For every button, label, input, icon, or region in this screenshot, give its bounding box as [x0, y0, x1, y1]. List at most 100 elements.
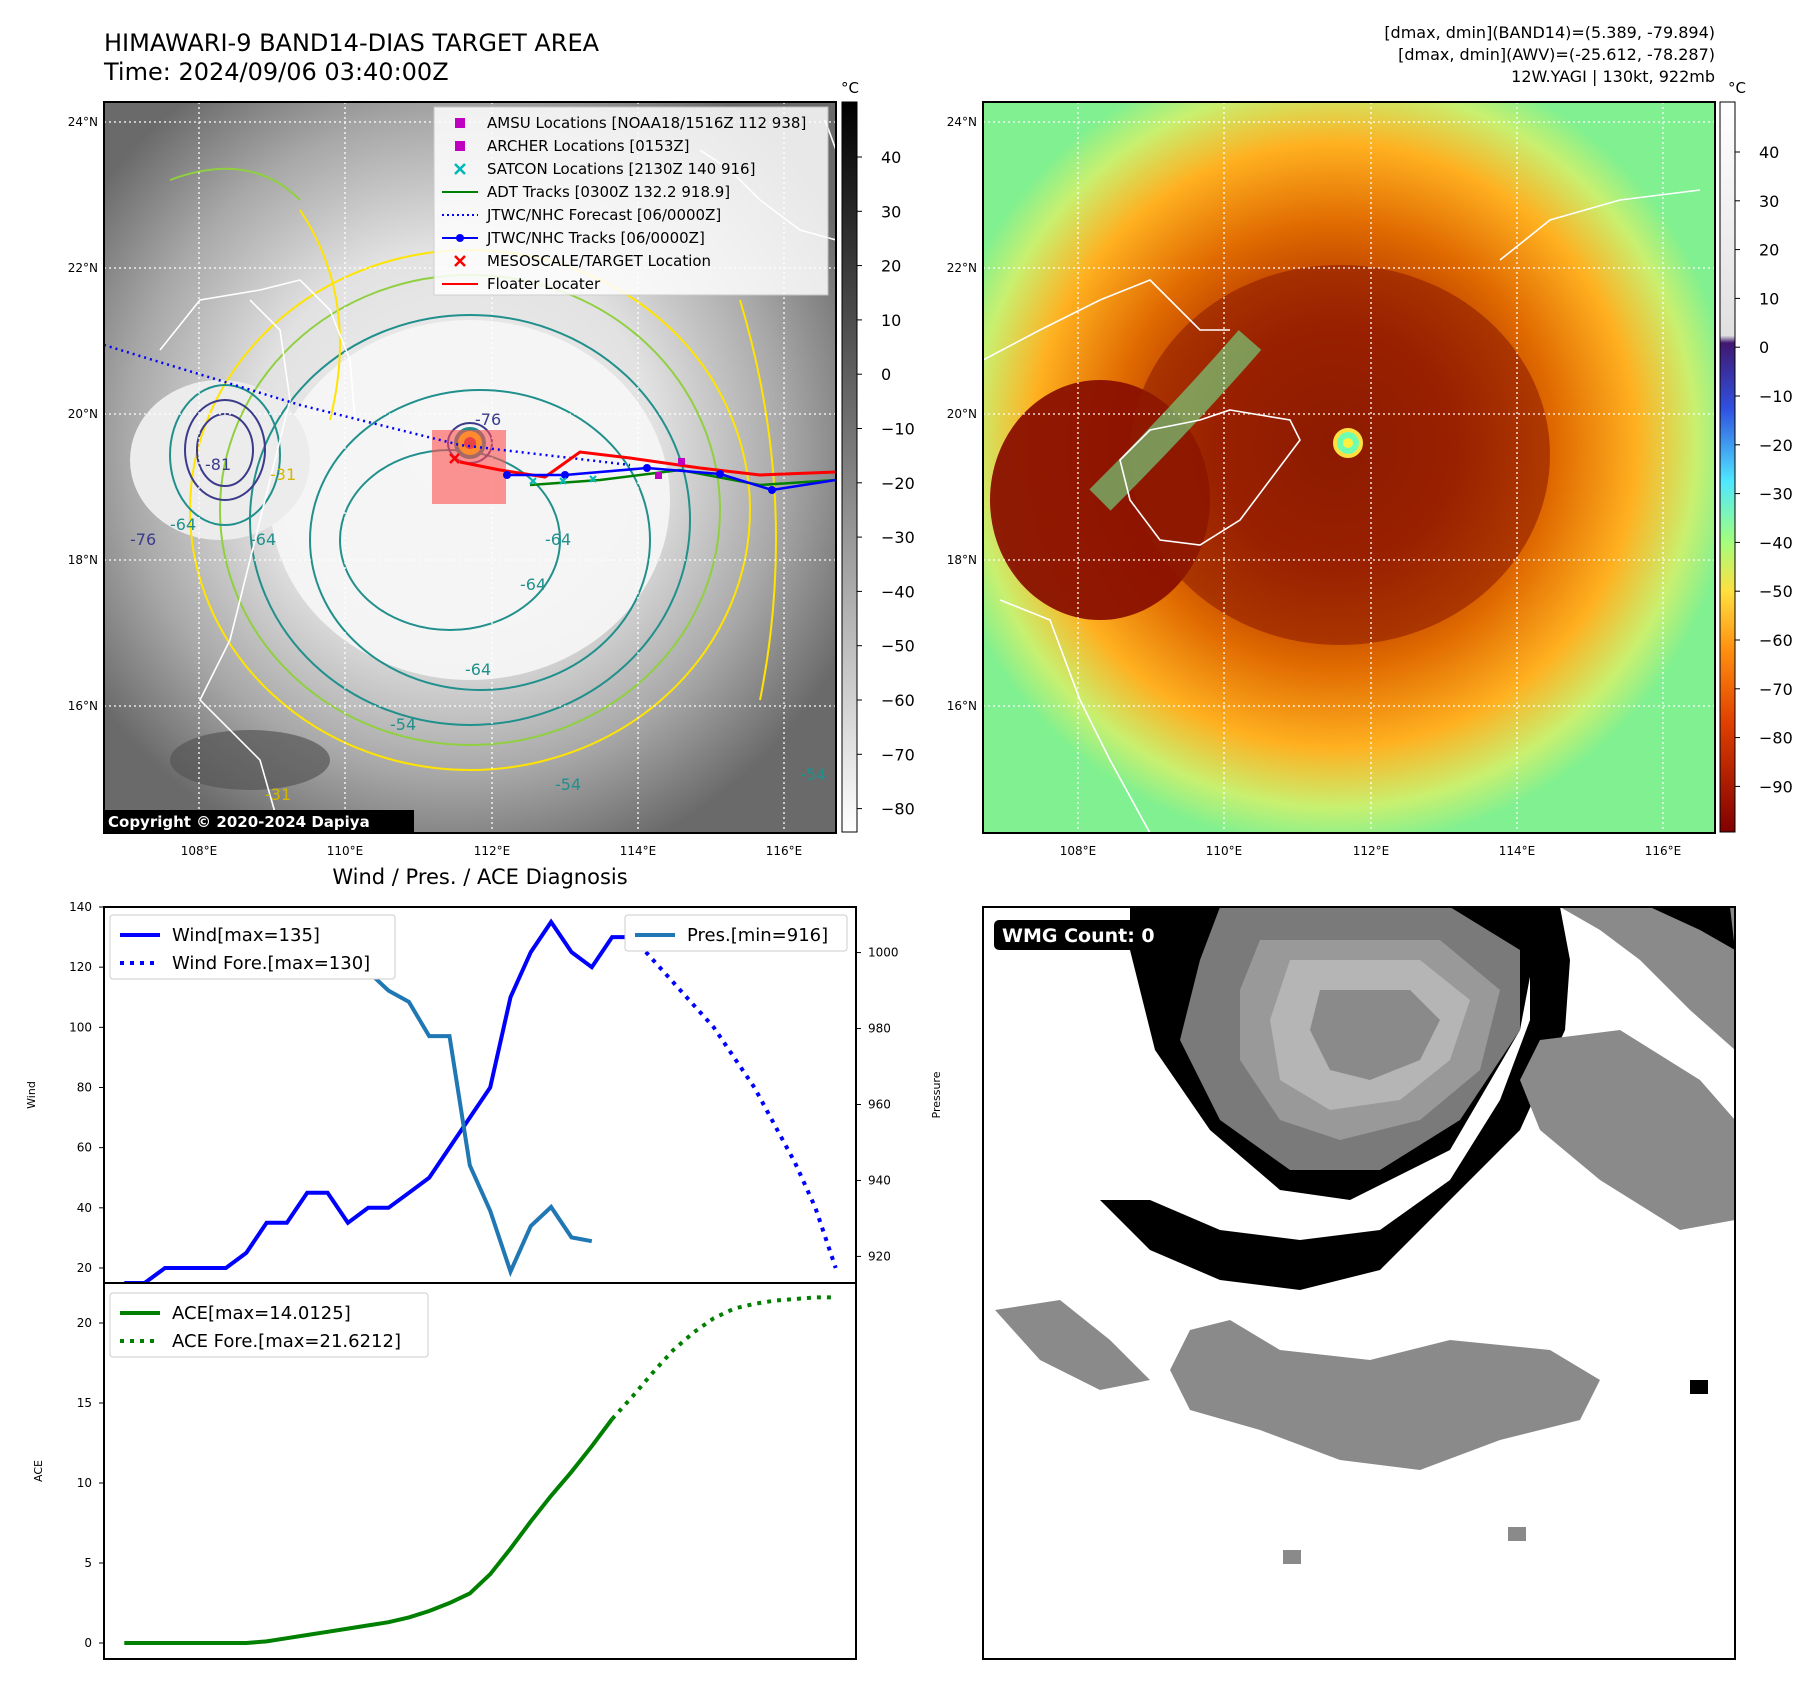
- y-tick-label: 40: [77, 1201, 92, 1215]
- ace-axis-label: ACE: [32, 1460, 45, 1482]
- colorbar-tick-label: 30: [1759, 192, 1779, 211]
- colorbar-tick-label: 40: [1759, 143, 1779, 162]
- copyright-notice: Copyright © 2020-2024 Dapiya: [108, 813, 370, 831]
- y-right-tick-label: 960: [868, 1097, 891, 1111]
- y-tick-label: 0: [84, 1636, 92, 1650]
- satcon-markers: [529, 475, 597, 485]
- y-right-tick-label: 940: [868, 1173, 891, 1187]
- chart-legend-label: Wind Fore.[max=130]: [172, 953, 370, 974]
- jtwc-track: [503, 464, 836, 494]
- chart-legend: ACE[max=14.0125] ACE Fore.[max=21.6212]: [109, 1292, 429, 1358]
- colorbar-tick-label: −70: [881, 745, 915, 764]
- colorbar-tick-label: 0: [881, 365, 891, 384]
- series-line: [124, 918, 633, 1285]
- y-tick-label: 80: [77, 1080, 92, 1094]
- lat-tick: 24°N: [947, 115, 977, 129]
- amsu-markers: [655, 458, 685, 479]
- right-colorbar: °C 40 30 20 10 0 −10 −20 −30 −40 −50 −60 −70 −80 −90: [1719, 79, 1793, 833]
- lat-tick: 22°N: [947, 261, 977, 275]
- right-map-gridlines: [983, 102, 1715, 833]
- lat-tick: 22°N: [68, 261, 98, 275]
- colorbar-tick-label: −50: [881, 637, 915, 656]
- y-tick-label: 5: [84, 1556, 92, 1570]
- legend-marker-x: [454, 255, 466, 267]
- contour-label: -64: [250, 530, 276, 549]
- legend-label: JTWC/NHC Tracks [06/0000Z]: [486, 229, 705, 247]
- contour-label: -64: [545, 530, 571, 549]
- colorbar-tick-label: −40: [1759, 533, 1793, 552]
- colorbar-tick-label: −80: [1759, 729, 1793, 748]
- legend-entry: SATCON Locations [2130Z 140 916]: [454, 160, 755, 178]
- chart-legend-frame: [109, 914, 396, 980]
- lat-tick: 20°N: [68, 407, 98, 421]
- lon-tick: 112°E: [1353, 844, 1390, 858]
- colorbar-tick-label: −80: [881, 800, 915, 819]
- y-tick-label: 20: [77, 1261, 92, 1275]
- left-map-lat-ticks: 24°N 22°N 20°N 18°N 16°N: [68, 115, 98, 713]
- dmax-band14: [dmax, dmin](BAND14)=(5.389, -79.894): [1384, 23, 1715, 42]
- lat-tick: 16°N: [947, 699, 977, 713]
- colorbar-tick-label: −20: [1759, 436, 1793, 455]
- chart-legend: Pres.[min=916]: [624, 914, 848, 952]
- contour-label: -64: [170, 515, 196, 534]
- lon-tick: 110°E: [327, 844, 364, 858]
- lon-tick: 108°E: [181, 844, 218, 858]
- lat-tick: 16°N: [68, 699, 98, 713]
- lat-tick: 24°N: [68, 115, 98, 129]
- chart-legend: Wind[max=135] Wind Fore.[max=130]: [109, 914, 396, 980]
- contour-label-group: -76 -64 -64 -64 -64 -54 -54 -54 -31 -31 …: [130, 410, 826, 804]
- y-tick-label: 100: [69, 1020, 92, 1034]
- chart-legend-label: Wind[max=135]: [172, 925, 320, 946]
- legend-label: ARCHER Locations [0153Z]: [487, 137, 690, 155]
- legend-label: JTWC/NHC Forecast [06/0000Z]: [486, 206, 721, 224]
- contour-label: -76: [130, 530, 156, 549]
- y-tick-label: 20: [77, 1316, 92, 1330]
- contour-label: -31: [265, 785, 291, 804]
- contour-label: -81: [205, 455, 231, 474]
- colorbar-tick-label: −30: [881, 528, 915, 547]
- legend-label: Floater Locater: [487, 275, 601, 293]
- coastlines-right: [983, 189, 1701, 833]
- contour-label: -54: [800, 765, 826, 784]
- left-map-lon-ticks: 108°E 110°E 112°E 114°E 116°E: [181, 844, 803, 858]
- y-tick-label: 15: [77, 1396, 92, 1410]
- legend-label: MESOSCALE/TARGET Location: [487, 252, 711, 270]
- lat-tick: 18°N: [68, 553, 98, 567]
- series-line: [124, 1417, 614, 1645]
- series-line: [630, 935, 838, 1269]
- y-tick-label: 60: [77, 1141, 92, 1155]
- legend-entry: ARCHER Locations [0153Z]: [455, 137, 690, 155]
- colorbar-tick-label: −10: [1759, 387, 1793, 406]
- chart-legend-frame: [624, 914, 848, 952]
- lat-tick: 20°N: [947, 407, 977, 421]
- legend-marker-square: [455, 118, 465, 128]
- colorbar-tick-label: 10: [881, 311, 901, 330]
- pressure-axis-label: Pressure: [930, 1071, 943, 1118]
- colorbar-tick-label: 10: [1759, 289, 1779, 308]
- y-tick-label: 120: [69, 960, 92, 974]
- dmax-awv: [dmax, dmin](AWV)=(-25.612, -78.287): [1398, 45, 1715, 64]
- ace-chart: 0 5 10 15 20 ACE[max=14.0125] ACE Fore.[max=21…: [32, 1282, 857, 1660]
- diagnosis-title: Wind / Pres. / ACE Diagnosis: [332, 865, 627, 889]
- colorbar-tick-label: 0: [1759, 338, 1769, 357]
- map-legend: AMSU Locations [NOAA18/1516Z 112 938] ARC…: [433, 106, 829, 296]
- colorbar-tick-label: −70: [1759, 680, 1793, 699]
- colorbar-tick-label: 20: [881, 257, 901, 276]
- colorbar-tick-label: −10: [881, 420, 915, 439]
- lon-tick: 116°E: [766, 844, 803, 858]
- legend-entry: Floater Locater: [442, 275, 601, 293]
- colorbar-tick-label: 40: [881, 148, 901, 167]
- colorbar-tick-label: −20: [881, 474, 915, 493]
- figure-time: Time: 2024/09/06 03:40:00Z: [103, 58, 449, 86]
- colorbar-tick-label: −90: [1759, 777, 1793, 796]
- contour-label: -31: [270, 465, 296, 484]
- lon-tick: 114°E: [620, 844, 657, 858]
- chart-legend-label: ACE[max=14.0125]: [172, 1303, 351, 1324]
- colorbar-unit: °C: [1728, 79, 1746, 97]
- legend-entry: AMSU Locations [NOAA18/1516Z 112 938]: [455, 114, 806, 132]
- target-x-marker: [449, 453, 460, 464]
- lon-tick: 110°E: [1206, 844, 1243, 858]
- contour-label: -76: [475, 410, 501, 429]
- chart-legend-frame: [109, 1292, 429, 1358]
